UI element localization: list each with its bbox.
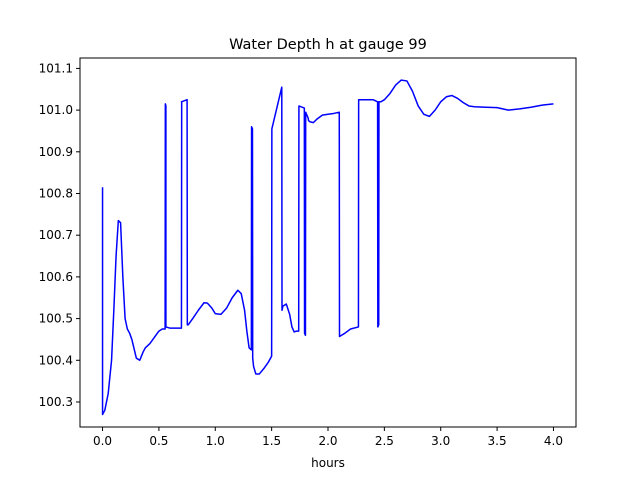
x-axis-label: hours — [311, 456, 345, 470]
y-tick-label: 101.0 — [39, 103, 73, 117]
y-tick-label: 101.1 — [39, 61, 73, 75]
chart-title: Water Depth h at gauge 99 — [229, 37, 427, 53]
series-line-0 — [101, 79, 554, 416]
y-tick-label: 100.5 — [39, 312, 73, 326]
x-tick-label: 2.5 — [375, 434, 394, 448]
x-tick-label: 3.0 — [431, 434, 450, 448]
x-tick-label: 4.0 — [544, 434, 563, 448]
x-tick-label: 3.5 — [488, 434, 507, 448]
plot-background — [80, 58, 576, 427]
y-tick-label: 100.6 — [39, 270, 73, 284]
y-tick-label: 100.7 — [39, 228, 73, 242]
x-tick-label: 2.0 — [318, 434, 337, 448]
y-axis: 100.3 100.4 100.5 100.6 100.7 100.8 100.9 101.0… — [39, 61, 80, 409]
y-tick-label: 100.3 — [39, 395, 73, 409]
x-tick-label: 0.0 — [93, 434, 112, 448]
series-layer — [101, 79, 554, 416]
x-tick-label: 0.5 — [149, 434, 168, 448]
y-tick-label: 100.8 — [39, 187, 73, 201]
x-tick-label: 1.0 — [206, 434, 225, 448]
y-tick-label: 100.4 — [39, 353, 73, 367]
x-tick-label: 1.5 — [262, 434, 281, 448]
y-tick-label: 100.9 — [39, 145, 73, 159]
x-axis: 0.0 0.5 1.0 1.5 2.0 2.5 3.0 3.5 4.0 — [93, 427, 563, 448]
